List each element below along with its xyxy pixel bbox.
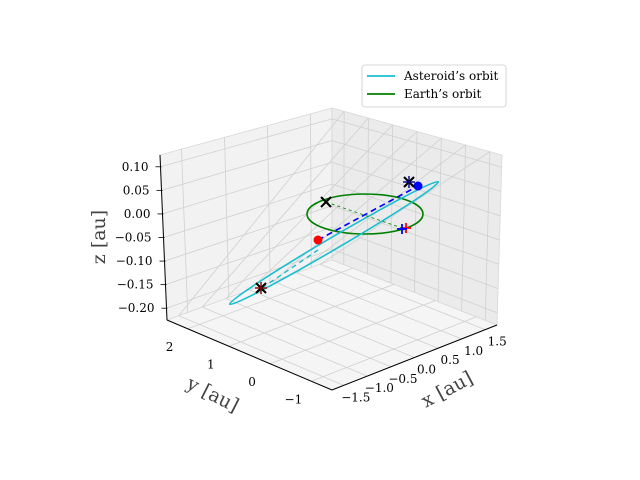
gridlines xyxy=(160,111,502,386)
y-gridline-vertical xyxy=(224,137,230,298)
y-tick-label: 0 xyxy=(248,375,256,389)
x-tick-label: −1.5 xyxy=(341,390,370,404)
y-gridline-vertical xyxy=(267,125,271,283)
z-gridline xyxy=(163,183,500,241)
axis-lines xyxy=(155,154,498,391)
legend: Asteroid’s orbit Earth’s orbit xyxy=(361,64,507,108)
z-axis-line xyxy=(159,154,168,321)
x-gridline xyxy=(272,137,442,349)
x-gridline-vertical xyxy=(484,151,491,321)
z-tick-label: −0.10 xyxy=(116,254,153,268)
x-gridline-vertical xyxy=(414,131,418,293)
x-gridline xyxy=(248,131,418,358)
x-tick-label: 0.0 xyxy=(417,363,436,377)
y-axis-label: y [au] xyxy=(182,372,242,417)
earth-line-of-nodes xyxy=(325,201,406,230)
tick-labels: −0.20−0.15−0.10−0.050.000.050.10−1.5−1.0… xyxy=(115,160,507,406)
x-gridline xyxy=(319,151,491,331)
y-tick-label: 2 xyxy=(166,340,174,354)
z-tick-label: −0.05 xyxy=(115,231,152,245)
asteroid-position-marker xyxy=(313,235,323,245)
x-gridline-vertical xyxy=(437,138,442,302)
y-tick-label: −1 xyxy=(285,392,303,406)
y-gridline xyxy=(311,316,477,382)
y-gridline xyxy=(187,267,353,330)
legend-earth-label: Earth’s orbit xyxy=(404,87,481,101)
z-gridline xyxy=(165,227,499,289)
asteroid-orbit-line xyxy=(228,180,440,306)
x-gridline xyxy=(225,124,394,368)
blue-cross-marker-upper xyxy=(403,176,415,188)
y-gridline xyxy=(228,284,395,347)
connection-dashed-line xyxy=(317,185,419,241)
x-tick-label: 1.5 xyxy=(488,335,507,349)
z-gridline xyxy=(162,161,501,217)
x-gridline xyxy=(178,111,345,386)
y-gridline-vertical xyxy=(310,113,312,268)
y-axis-line xyxy=(166,319,333,391)
earth-position-marker xyxy=(413,181,423,191)
z-gridline xyxy=(166,248,498,314)
z-tick-label: −0.15 xyxy=(117,278,154,292)
z-gridline xyxy=(164,205,499,265)
x-tick-label: 1.0 xyxy=(464,344,483,358)
red-cross-marker-lower xyxy=(255,282,267,294)
x-gridline-vertical xyxy=(366,118,369,274)
z-axis-label: z [au] xyxy=(88,210,110,264)
earth-node-marker xyxy=(320,196,332,208)
x-gridline xyxy=(201,117,369,377)
x-tick-label: −1.0 xyxy=(365,381,394,395)
x-axis-line xyxy=(331,324,498,391)
x-gridline-vertical xyxy=(461,144,466,312)
asteroid-orbit-dashed-segment xyxy=(261,249,319,289)
y-tick-label: 1 xyxy=(207,357,215,371)
blue-cross-marker xyxy=(397,224,407,234)
z-gridline xyxy=(160,118,502,168)
x-tick-label: 0.5 xyxy=(441,353,460,367)
y-gridline xyxy=(269,300,436,365)
z-tick-label: 0.00 xyxy=(124,207,151,221)
z-gridline xyxy=(161,140,502,192)
y-gridline-vertical xyxy=(181,149,189,313)
x-tick-label: −0.5 xyxy=(388,372,417,386)
z-tick-label: 0.10 xyxy=(122,160,149,174)
legend-asteroid-label: Asteroid’s orbit xyxy=(403,69,498,83)
z-tick-label: 0.05 xyxy=(123,183,150,197)
earth-orbit-line xyxy=(306,193,424,235)
z-tick-label: −0.20 xyxy=(118,301,155,315)
